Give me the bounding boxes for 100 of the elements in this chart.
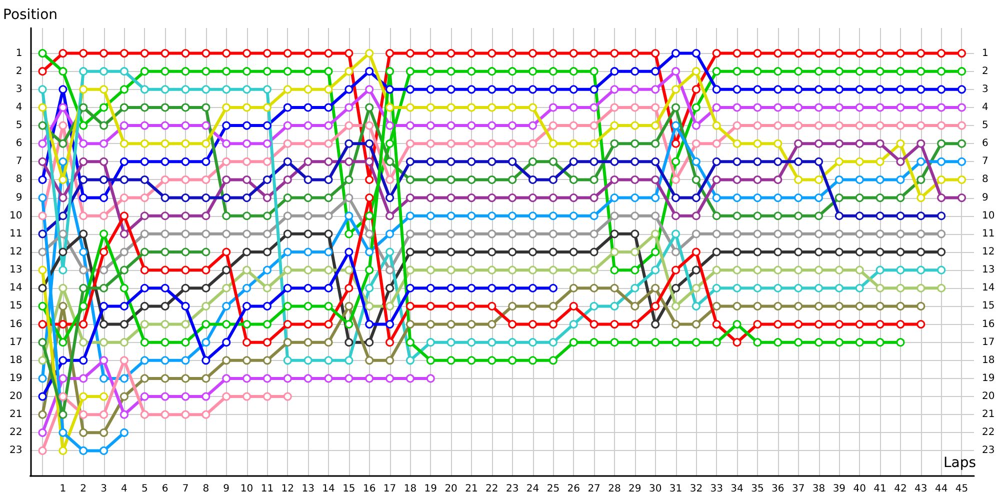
point: [446, 121, 456, 130]
point: [528, 157, 538, 166]
point: [160, 248, 170, 256]
point: [630, 302, 640, 310]
x-tick-label: 28: [608, 484, 621, 494]
point: [548, 266, 558, 274]
point: [937, 49, 946, 58]
point: [304, 49, 312, 58]
point: [569, 230, 578, 238]
point: [590, 302, 598, 310]
point: [916, 139, 926, 148]
point: [774, 302, 782, 310]
point: [386, 194, 394, 202]
y-tick-label: 23: [10, 445, 22, 456]
point: [324, 67, 333, 76]
point: [937, 103, 946, 112]
point: [202, 248, 210, 256]
point: [222, 266, 231, 274]
point: [876, 284, 884, 292]
point: [283, 67, 292, 76]
point: [100, 212, 108, 220]
y-tick-label: 3: [16, 84, 22, 95]
point: [672, 284, 680, 292]
point: [651, 85, 660, 94]
point: [181, 194, 190, 202]
point: [304, 266, 312, 274]
point: [672, 85, 680, 94]
point: [774, 121, 782, 130]
point: [753, 302, 762, 310]
point: [753, 139, 762, 148]
point: [774, 338, 782, 347]
y-tick-label: 13: [10, 264, 22, 276]
point: [324, 338, 333, 347]
point: [202, 230, 210, 238]
point: [488, 302, 496, 310]
point: [692, 67, 700, 76]
point: [324, 194, 333, 202]
point: [876, 157, 884, 166]
point: [467, 121, 476, 130]
point: [140, 103, 149, 112]
y2-tick-label: 21: [982, 409, 995, 420]
point: [630, 194, 640, 202]
x-tick-label: 32: [690, 484, 703, 494]
point: [365, 338, 374, 347]
point: [446, 157, 456, 166]
point: [79, 230, 88, 238]
point: [140, 67, 149, 76]
point: [140, 266, 149, 274]
point: [692, 302, 700, 310]
point: [386, 356, 394, 365]
point: [528, 266, 538, 274]
point: [692, 266, 700, 274]
point: [365, 121, 374, 130]
point: [630, 85, 640, 94]
point: [120, 121, 128, 130]
y-tick-label: 6: [16, 138, 22, 150]
point: [732, 338, 742, 347]
point: [672, 67, 680, 76]
point: [38, 175, 47, 184]
point: [794, 67, 803, 76]
point: [202, 212, 210, 220]
point: [528, 139, 538, 148]
point: [202, 392, 210, 401]
point: [794, 157, 803, 166]
point: [242, 49, 252, 58]
point: [774, 212, 782, 220]
point: [814, 175, 823, 184]
point: [365, 356, 374, 365]
point: [386, 67, 394, 76]
point: [38, 374, 47, 383]
point: [548, 67, 558, 76]
x-tick-label: 43: [914, 484, 928, 494]
point: [834, 212, 844, 220]
point: [610, 230, 619, 238]
point: [344, 194, 354, 202]
point: [202, 49, 210, 58]
point: [140, 194, 149, 202]
point: [304, 194, 312, 202]
point: [324, 157, 333, 166]
point: [446, 175, 456, 184]
point: [344, 139, 354, 148]
point: [222, 284, 231, 292]
y2-tick-label: 14: [982, 282, 995, 294]
point: [916, 320, 926, 329]
point: [100, 157, 108, 166]
point: [222, 320, 231, 329]
point: [569, 248, 578, 256]
point: [120, 248, 128, 256]
point: [753, 67, 762, 76]
point: [38, 103, 47, 112]
point: [651, 67, 660, 76]
y-tick-label: 17: [10, 336, 22, 348]
y2-tick-label: 10: [982, 210, 995, 222]
point: [508, 320, 517, 329]
point: [692, 194, 700, 202]
point: [774, 103, 782, 112]
point: [446, 85, 456, 94]
x-tick-label: 15: [342, 484, 356, 494]
point: [38, 428, 47, 437]
point: [834, 302, 844, 310]
